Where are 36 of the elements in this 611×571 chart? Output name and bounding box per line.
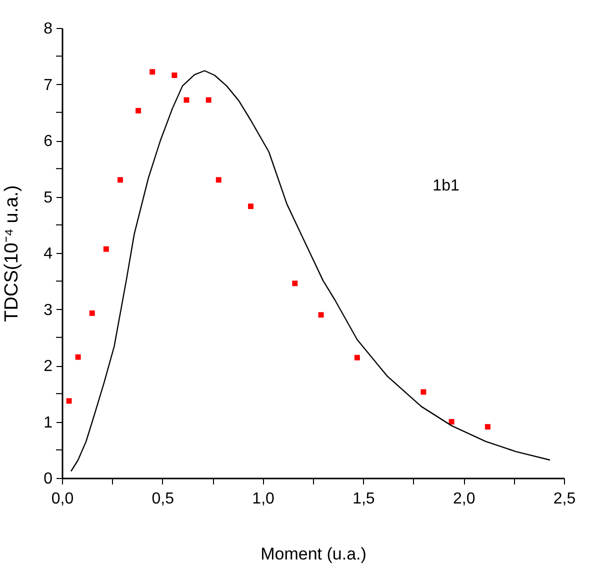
point xyxy=(75,354,81,360)
point xyxy=(484,424,490,430)
point xyxy=(117,177,123,183)
x-tick-label: 0,0 xyxy=(51,490,74,508)
y-tick-label: 6 xyxy=(44,133,53,150)
line-series xyxy=(70,70,551,472)
y-tick-label: 8 xyxy=(44,20,53,38)
point xyxy=(103,246,109,252)
x-tick-label: 0,5 xyxy=(152,490,174,508)
y-axis-title: TDCS(10⁻⁴ u.a.) xyxy=(2,185,23,322)
x-tick-label: 1,5 xyxy=(352,490,375,508)
y-tick-label: 0 xyxy=(44,470,53,488)
x-tick-label: 2,5 xyxy=(553,490,576,508)
x-tick-label: 2,0 xyxy=(452,490,476,508)
point xyxy=(66,398,72,404)
y-tick-label: 5 xyxy=(44,189,53,206)
point xyxy=(89,310,95,316)
annotation: 1b1 xyxy=(432,178,460,194)
point xyxy=(292,280,298,286)
point xyxy=(248,204,254,210)
point xyxy=(318,312,324,318)
point xyxy=(420,389,426,395)
point xyxy=(206,97,212,103)
x-axis-title: Moment (u.a.) xyxy=(260,544,366,564)
point xyxy=(150,69,156,75)
y-tick-label: 3 xyxy=(44,302,53,319)
point xyxy=(172,72,178,78)
y-tick-label: 4 xyxy=(44,246,53,262)
point xyxy=(354,354,360,360)
y-tick-label: 7 xyxy=(44,76,53,94)
point xyxy=(448,419,454,424)
y-tick-label: 2 xyxy=(44,358,53,375)
x-tick-label: 1,0 xyxy=(252,490,275,508)
y-tick-label: 1 xyxy=(44,414,53,432)
point xyxy=(136,108,142,114)
point xyxy=(216,177,222,183)
